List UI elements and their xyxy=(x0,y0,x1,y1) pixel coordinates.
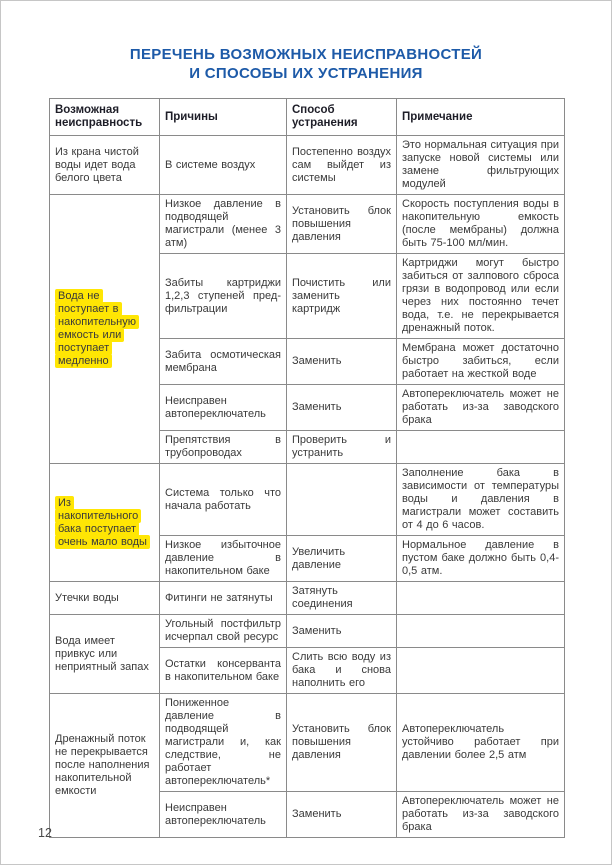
cause-cell: Низкое избыточное давление в накопительн… xyxy=(159,535,287,582)
fix-cell: Заменить xyxy=(286,791,397,838)
table-row: Неисправен автопереключатель Заменить Авто… xyxy=(50,791,565,838)
highlighted-fault-text: Вода не поступает в накопительную емкост… xyxy=(55,289,139,368)
note-cell: Картриджи могут быстро забиться от залпо… xyxy=(396,253,565,339)
note-cell xyxy=(396,581,565,615)
page-number: 12 xyxy=(38,826,52,840)
fault-cell: Из накопительного бака поступает очень м… xyxy=(49,463,160,582)
fix-cell: Увеличить давление xyxy=(286,535,397,582)
cause-cell: Неисправен автопереключатель xyxy=(159,791,287,838)
note-cell: Мембрана может достаточно быстро забитьс… xyxy=(396,338,565,385)
cause-cell: Угольный постфильтр исчерпал свой ресурс xyxy=(159,614,287,648)
cause-cell: Неисправен автопереключатель xyxy=(159,384,287,431)
fault-text: Из крана чистой воды идет вода белого цв… xyxy=(55,145,139,184)
fix-cell: Проверить и устранить xyxy=(286,430,397,464)
fix-cell: Заменить xyxy=(286,338,397,385)
note-cell: Скорость поступления воды в накопительну… xyxy=(396,194,565,254)
cause-cell: Забита осмотическая мембрана xyxy=(159,338,287,385)
header-fault: Возможная неисправность xyxy=(49,98,160,136)
note-cell: Нормальное давление в пустом баке должно… xyxy=(396,535,565,582)
table-row: Вода не поступает в накопительную емкост… xyxy=(49,194,565,464)
table-header-row: Возможная неисправность Причины Способ у… xyxy=(49,98,565,136)
page-title-line1: ПЕРЕЧЕНЬ ВОЗМОЖНЫХ НЕИСПРАВНОСТЕЙ xyxy=(129,46,483,63)
cause-cell: Низкое давление в подводящей магистрали … xyxy=(159,194,287,254)
fix-cell xyxy=(286,463,397,536)
header-fix: Способ устранения xyxy=(286,98,397,136)
page-title: ПЕРЕЧЕНЬ ВОЗМОЖНЫХ НЕИСПРАВНОСТЕЙ И СПОС… xyxy=(1,45,611,83)
note-cell xyxy=(396,430,565,464)
table-row: Из накопительного бака поступает очень м… xyxy=(49,463,565,582)
cause-cell: Забиты картриджи 1,2,3 ступеней пред-фил… xyxy=(159,253,287,339)
table-body: Из крана чистой воды идет вода белого цв… xyxy=(49,135,565,838)
cause-cell: Система только что начала работать xyxy=(159,463,287,536)
fix-cell: Заменить xyxy=(286,384,397,431)
cause-cell: Пониженное давление в подводящей магистр… xyxy=(159,693,287,792)
highlighted-fault-text: Из накопительного бака поступает очень м… xyxy=(55,495,150,549)
cause-cell: Остатки консерванта в накопительном баке xyxy=(159,647,287,694)
fault-text: Дренажный поток не перекрывается после н… xyxy=(55,733,150,797)
fix-cell: Слить всю воду из бака и снова наполнить… xyxy=(286,647,397,694)
note-cell: Автопереключатель устойчиво работает при… xyxy=(396,693,565,792)
fault-text: Вода имеет привкус или неприятный запах xyxy=(55,634,149,673)
table-row: Низкое избыточное давление в накопительн… xyxy=(50,535,565,582)
fault-cell: Вода имеет привкус или неприятный запах xyxy=(49,614,160,694)
fault-text: Утечки воды xyxy=(55,591,119,604)
header-note: Примечание xyxy=(396,98,565,136)
cause-cell: Фитинги не затянуты xyxy=(159,581,287,615)
fix-cell: Постепенно воздух сам выйдет из системы xyxy=(286,135,397,195)
table-row: Неисправен автопереключатель Заменить Авто… xyxy=(50,384,565,431)
cause-cell: Препятствия в трубопроводах xyxy=(159,430,287,464)
cause-cell: В системе воздух xyxy=(159,135,287,195)
fix-cell: Затянуть соединения xyxy=(286,581,397,615)
table-row: Утечки воды Фитинги не затянуты Затянуть с… xyxy=(49,581,565,615)
note-cell: Автопереключатель может не работать из-з… xyxy=(396,791,565,838)
table-row: Дренажный поток не перекрывается после н… xyxy=(49,693,565,838)
fault-cell: Вода не поступает в накопительную емкост… xyxy=(49,194,160,464)
note-cell: Это нормальная ситуация при запуске ново… xyxy=(396,135,565,195)
fault-cell: Утечки воды xyxy=(49,581,160,615)
header-causes: Причины xyxy=(159,98,287,136)
note-cell: Заполнение бака в зависимости от темпера… xyxy=(396,463,565,536)
troubleshooting-table: Возможная неисправность Причины Способ у… xyxy=(49,98,565,838)
table-row: Вода имеет привкус или неприятный запах У… xyxy=(49,614,565,694)
fix-cell: Установить блок повышения давления xyxy=(286,194,397,254)
fault-cell: Дренажный поток не перекрывается после н… xyxy=(49,693,160,838)
note-cell xyxy=(396,614,565,648)
table-row: Забиты картриджи 1,2,3 ступеней пред-фил… xyxy=(50,253,565,339)
fault-cell: Из крана чистой воды идет вода белого цв… xyxy=(49,135,160,195)
table-row: Забита осмотическая мембрана Заменить Мемб… xyxy=(50,338,565,385)
table-row: Из крана чистой воды идет вода белого цв… xyxy=(49,135,565,195)
fix-cell: Установить блок повышения давления xyxy=(286,693,397,792)
page-title-line2: И СПОСОБЫ ИХ УСТРАНЕНИЯ xyxy=(189,65,423,82)
note-cell xyxy=(396,647,565,694)
fix-cell: Почистить или заменить картридж xyxy=(286,253,397,339)
table-row: Остатки консерванта в накопительном баке… xyxy=(50,647,565,694)
fix-cell: Заменить xyxy=(286,614,397,648)
note-cell: Автопереключатель может не работать из-з… xyxy=(396,384,565,431)
